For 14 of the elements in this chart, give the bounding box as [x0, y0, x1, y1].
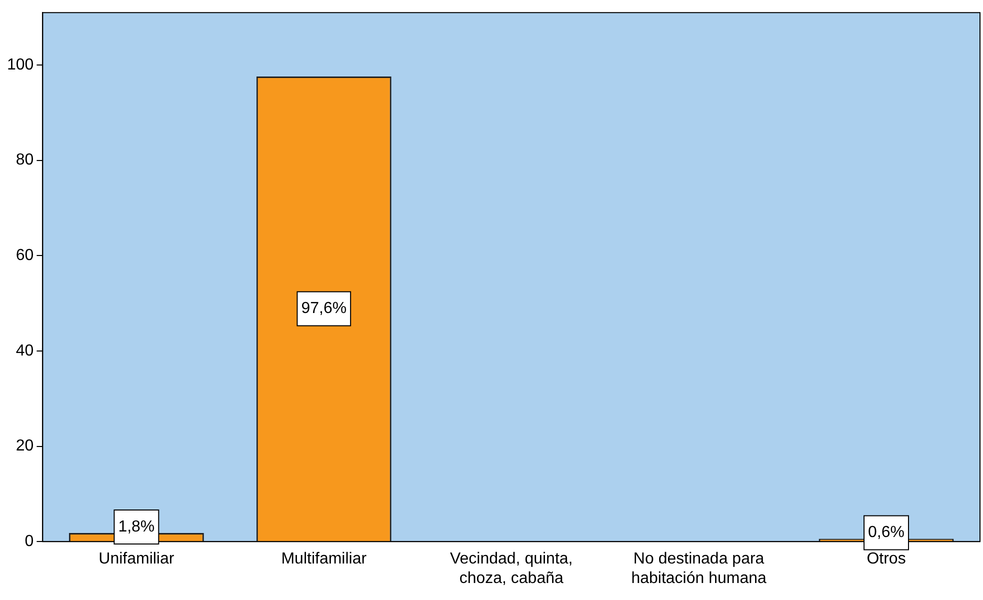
y-tick-label: 0	[24, 533, 34, 550]
y-tick-label: 40	[16, 342, 34, 360]
x-tick-label: Unifamiliar	[98, 550, 175, 568]
data-label: 1,8%	[118, 518, 155, 536]
y-tick-label: 100	[6, 56, 34, 74]
data-label: 97,6%	[301, 300, 347, 318]
y-tick-label: 20	[16, 438, 34, 455]
y-tick-label: 80	[16, 152, 34, 169]
x-tick-label: Multifamiliar	[281, 550, 368, 568]
x-tick-label: Vecindad, quinta, choza, cabaña	[450, 550, 573, 587]
x-tick-label: No destinada para habitación humana	[631, 550, 767, 587]
y-tick-label: 60	[16, 247, 34, 264]
data-label: 0,6%	[868, 524, 905, 542]
x-tick-label: Otros	[866, 550, 906, 568]
